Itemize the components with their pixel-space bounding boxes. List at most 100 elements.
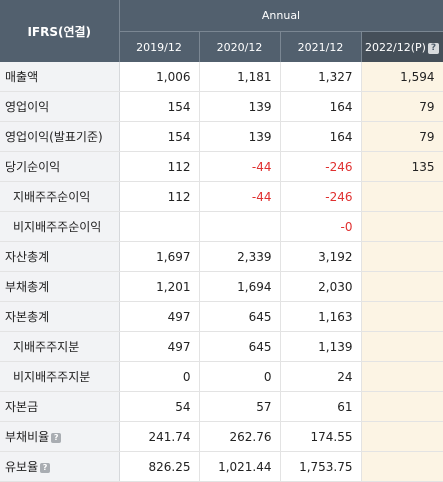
value-cell: 112: [119, 181, 200, 212]
table-row-operating-income: 영업이익 154 139 164 79: [0, 91, 443, 122]
value-cell: [361, 181, 443, 212]
value-cell: 0: [199, 361, 281, 392]
value-cell: -246: [280, 181, 362, 212]
help-icon[interactable]: ?: [51, 433, 62, 443]
row-label-text: 유보율: [5, 460, 39, 474]
value-cell: 645: [199, 331, 281, 362]
value-cell: 154: [119, 91, 200, 122]
value-cell: [361, 301, 443, 332]
value-cell: 57: [199, 391, 281, 422]
row-label-text: 매출액: [5, 70, 39, 84]
value-cell: 1,753.75: [280, 451, 362, 482]
table-row-controlling-equity: 지배주주지분 497 645 1,139: [0, 331, 443, 362]
table-row-capital-stock: 자본금 54 57 61: [0, 391, 443, 422]
row-label-text: 부채총계: [5, 280, 50, 294]
value-cell: 1,697: [119, 241, 200, 272]
table-row-net-income: 당기순이익 112 -44 -246 135: [0, 151, 443, 182]
help-icon[interactable]: ?: [427, 42, 439, 54]
table-row-revenue: 매출액 1,006 1,181 1,327 1,594: [0, 62, 443, 92]
value-cell: 0: [119, 361, 200, 392]
value-cell: 79: [361, 91, 443, 122]
accounting-standard-header: IFRS(연결): [0, 0, 120, 62]
value-cell: 497: [119, 331, 200, 362]
value-cell: 826.25: [119, 451, 200, 482]
row-label-operating-income: 영업이익: [0, 91, 120, 122]
period-header-2021[interactable]: 2021/12: [280, 31, 362, 62]
value-cell: 1,594: [361, 62, 443, 92]
row-label-text: 자산총계: [5, 250, 50, 264]
value-cell: 241.74: [119, 421, 200, 452]
value-cell: 154: [119, 121, 200, 152]
value-cell: 112: [119, 151, 200, 182]
row-label-revenue: 매출액: [0, 62, 120, 92]
row-label-operating-income-reported: 영업이익(발표기준): [0, 121, 120, 152]
value-cell: [361, 331, 443, 362]
row-label-retention-ratio: 유보율?: [0, 451, 120, 482]
value-cell: 3,192: [280, 241, 362, 272]
value-cell: 1,694: [199, 271, 281, 302]
row-label-debt-ratio: 부채비율?: [0, 421, 120, 452]
value-cell: 135: [361, 151, 443, 182]
row-label-controlling-net-income: 지배주주순이익: [0, 181, 120, 212]
value-cell: [361, 361, 443, 392]
table-row-noncontrolling-net-income: 비지배주주순이익 -0: [0, 211, 443, 242]
row-label-text: 지배주주순이익: [13, 190, 91, 204]
row-label-controlling-equity: 지배주주지분: [0, 331, 120, 362]
value-cell: [361, 211, 443, 242]
period-header-2019[interactable]: 2019/12: [119, 31, 200, 62]
row-label-total-equity: 자본총계: [0, 301, 120, 332]
value-cell: 1,201: [119, 271, 200, 302]
value-cell: 2,339: [199, 241, 281, 272]
value-cell: 1,021.44: [199, 451, 281, 482]
value-cell: [199, 211, 281, 242]
value-cell: 1,006: [119, 62, 200, 92]
value-cell: 1,163: [280, 301, 362, 332]
row-label-text: 자본총계: [5, 310, 50, 324]
row-label-text: 지배주주지분: [13, 340, 80, 354]
row-label-total-liabilities: 부채총계: [0, 271, 120, 302]
value-cell: [361, 391, 443, 422]
help-icon[interactable]: ?: [40, 463, 51, 473]
value-cell: [361, 451, 443, 482]
period-header-2022-estimate[interactable]: 2022/12(P)?: [361, 31, 443, 62]
value-cell: 61: [280, 391, 362, 422]
value-cell: 139: [199, 121, 281, 152]
annual-group-header: Annual: [119, 0, 443, 32]
row-label-capital-stock: 자본금: [0, 391, 120, 422]
value-cell: [361, 421, 443, 452]
financial-rows: 매출액 1,006 1,181 1,327 1,594 영업이익 154 139 164 79 영업…: [0, 62, 443, 482]
value-cell: -246: [280, 151, 362, 182]
table-row-total-liabilities: 부채총계 1,201 1,694 2,030: [0, 271, 443, 302]
row-label-noncontrolling-equity: 비지배주주지분: [0, 361, 120, 392]
row-label-text: 영업이익: [5, 100, 50, 114]
value-cell: 1,139: [280, 331, 362, 362]
value-cell: 174.55: [280, 421, 362, 452]
period-header-2022-label: 2022/12(P): [365, 40, 426, 54]
row-label-total-assets: 자산총계: [0, 241, 120, 272]
value-cell: 1,327: [280, 62, 362, 92]
row-label-text: 비지배주주지분: [13, 370, 91, 384]
table-row-retention-ratio: 유보율? 826.25 1,021.44 1,753.75: [0, 451, 443, 482]
value-cell: 164: [280, 91, 362, 122]
row-label-net-income: 당기순이익: [0, 151, 120, 182]
row-label-text: 당기순이익: [5, 160, 61, 174]
table-row-debt-ratio: 부채비율? 241.74 262.76 174.55: [0, 421, 443, 452]
value-cell: 164: [280, 121, 362, 152]
row-label-text: 비지배주주순이익: [13, 220, 102, 234]
table-row-operating-income-reported: 영업이익(발표기준) 154 139 164 79: [0, 121, 443, 152]
row-label-text: 부채비율: [5, 430, 50, 444]
table-row-controlling-net-income: 지배주주순이익 112 -44 -246: [0, 181, 443, 212]
value-cell: 139: [199, 91, 281, 122]
table-row-noncontrolling-equity: 비지배주주지분 0 0 24: [0, 361, 443, 392]
period-header-2020[interactable]: 2020/12: [199, 31, 281, 62]
value-cell: 645: [199, 301, 281, 332]
row-label-text: 영업이익(발표기준): [5, 130, 103, 144]
row-label-noncontrolling-net-income: 비지배주주순이익: [0, 211, 120, 242]
value-cell: 24: [280, 361, 362, 392]
value-cell: 2,030: [280, 271, 362, 302]
value-cell: [361, 241, 443, 272]
value-cell: [361, 271, 443, 302]
row-label-text: 자본금: [5, 400, 39, 414]
value-cell: 1,181: [199, 62, 281, 92]
